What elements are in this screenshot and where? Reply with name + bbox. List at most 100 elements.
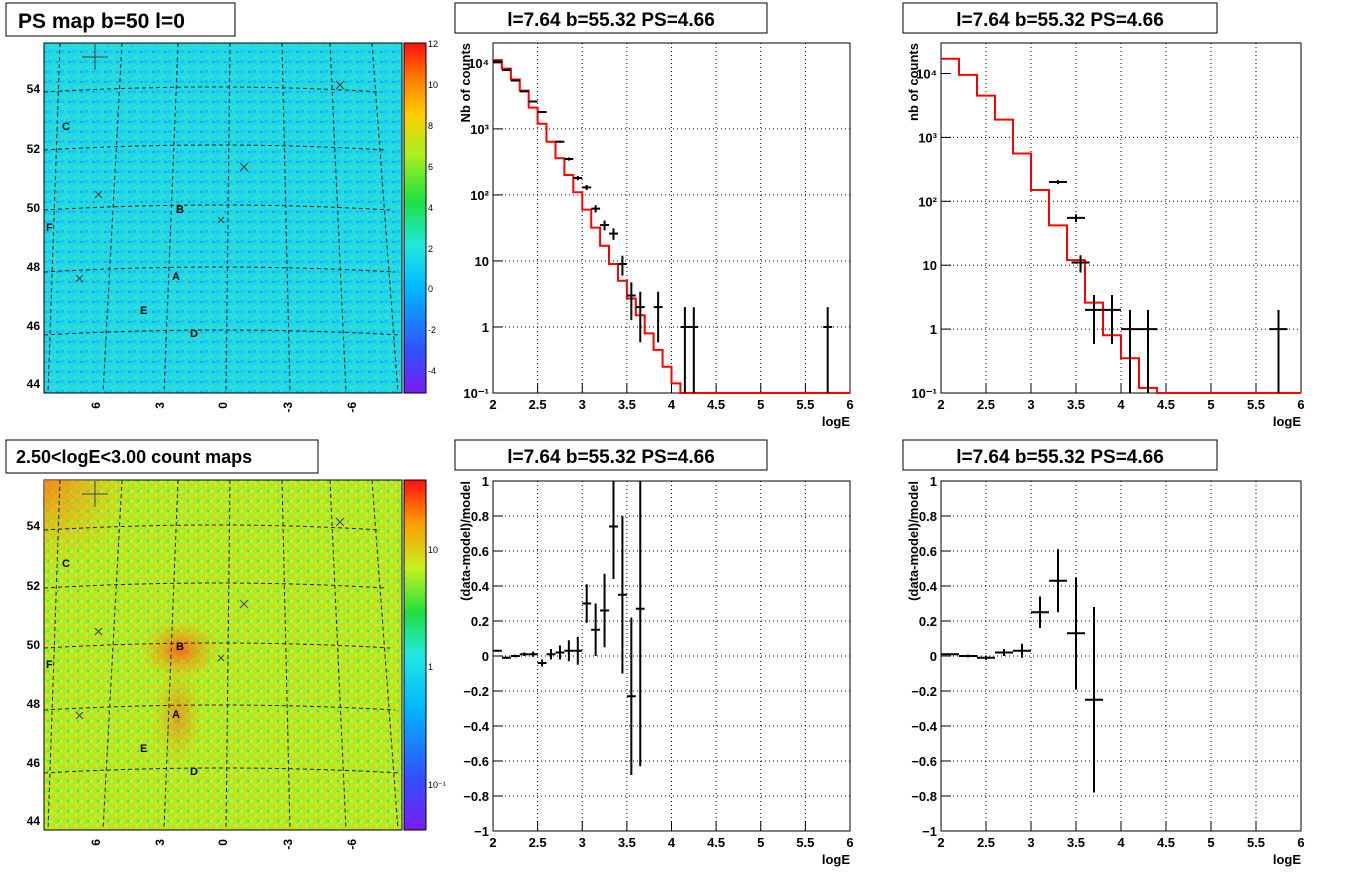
y-tick-label: −0.6 bbox=[463, 754, 489, 769]
spectrum-right-chart: 2 2.5 3 3.5 4 4.5 5 5.5 6 logE 10⁻¹ 1 10 10² 10³ 10⁴nb … bbox=[906, 42, 1305, 429]
y-tick-label: 0.4 bbox=[919, 579, 938, 594]
source-label-b: B bbox=[176, 204, 184, 216]
x-tick-label: 5.5 bbox=[1247, 397, 1265, 412]
svg-text:1: 1 bbox=[428, 662, 433, 672]
x-tick-label: 2.5 bbox=[977, 835, 995, 850]
source-label-d: D bbox=[190, 328, 198, 340]
y-tick-label: 0.8 bbox=[919, 509, 937, 524]
count-source-label-c: C bbox=[62, 558, 70, 570]
x-tick-label: 4 bbox=[668, 397, 676, 412]
y-tick-label: 10² bbox=[918, 194, 937, 209]
ps-colorbar-ticks: 12 10 8 6 4 2 0 -2 -4 bbox=[428, 39, 438, 376]
x-tick-label: 4 bbox=[668, 835, 676, 850]
count-colorbar-ticks: 10 1 10⁻¹ bbox=[428, 545, 446, 790]
y-tick-label: 0.4 bbox=[471, 579, 490, 594]
x-tick-label: 4.5 bbox=[707, 835, 725, 850]
x-tick-label: 6 bbox=[1297, 835, 1304, 850]
y-tick-label: 0 bbox=[482, 649, 489, 664]
svg-text:4: 4 bbox=[428, 203, 433, 213]
count-map-title-box bbox=[5, 439, 319, 474]
svg-text:44: 44 bbox=[27, 814, 41, 828]
y-tick-label: 10⁴ bbox=[916, 66, 937, 81]
y-tick-label: −0.8 bbox=[463, 789, 489, 804]
y-tick-label: 1 bbox=[930, 322, 937, 337]
y-tick-label: 10⁻¹ bbox=[463, 386, 489, 401]
svg-text:-6: -6 bbox=[345, 839, 359, 850]
ps-map-markers bbox=[75, 44, 345, 283]
x-tick-label: 2 bbox=[937, 397, 944, 412]
y-axis-label: nb of counts bbox=[906, 43, 921, 121]
svg-text:6: 6 bbox=[89, 839, 103, 846]
count-map-markers bbox=[75, 481, 345, 720]
x-tick-label: 4.5 bbox=[707, 397, 725, 412]
count-source-label-e: E bbox=[140, 743, 147, 755]
source-label-a: A bbox=[172, 271, 180, 283]
residual-left-title-box bbox=[454, 439, 768, 471]
x-tick-label: 5.5 bbox=[796, 397, 814, 412]
svg-text:46: 46 bbox=[27, 319, 41, 333]
y-tick-label: 0.8 bbox=[471, 509, 489, 524]
x-tick-label: 3 bbox=[1027, 397, 1034, 412]
y-tick-label: −0.8 bbox=[911, 789, 937, 804]
count-map-grid bbox=[43, 479, 401, 831]
count-source-label-b: B bbox=[176, 641, 184, 653]
svg-text:50: 50 bbox=[27, 638, 41, 652]
svg-text:-2: -2 bbox=[428, 325, 436, 335]
x-axis-label: logE bbox=[822, 414, 850, 429]
y-tick-label: −0.2 bbox=[911, 684, 937, 699]
x-tick-label: 3.5 bbox=[1067, 397, 1085, 412]
svg-text:54: 54 bbox=[27, 519, 41, 533]
count-source-label-a: A bbox=[172, 709, 180, 721]
svg-text:8: 8 bbox=[428, 121, 433, 131]
y-tick-label: 10³ bbox=[470, 122, 489, 137]
x-axis-label: logE bbox=[822, 852, 850, 867]
x-axis-label: logE bbox=[1273, 852, 1301, 867]
x-tick-label: 3.5 bbox=[1067, 835, 1085, 850]
residual-right-chart: 2 2.5 3 3.5 4 4.5 5 5.5 6 logE −1 −0.8 −0.6 −0.4 −0.2 0… bbox=[906, 474, 1305, 867]
ps-map-panel: C B F A E D 54 52 50 48 46 44 6 3 0 -3 -… bbox=[5, 2, 438, 413]
svg-text:3: 3 bbox=[153, 402, 167, 409]
svg-text:3: 3 bbox=[153, 839, 167, 846]
plot-frame bbox=[492, 480, 851, 832]
x-tick-label: 5 bbox=[1207, 397, 1214, 412]
svg-text:-3: -3 bbox=[281, 839, 295, 850]
svg-text:0: 0 bbox=[216, 402, 230, 409]
y-tick-label: −0.6 bbox=[911, 754, 937, 769]
x-tick-label: 3 bbox=[1027, 835, 1034, 850]
svg-text:6: 6 bbox=[89, 402, 103, 409]
y-tick-label: 10⁻¹ bbox=[911, 386, 937, 401]
x-tick-label: 5.5 bbox=[1247, 835, 1265, 850]
spectrum-left-title-box bbox=[454, 2, 768, 34]
spectrum-right-title: l=7.64 b=55.32 PS=4.66 bbox=[956, 10, 1164, 31]
svg-text:0: 0 bbox=[216, 839, 230, 846]
y-tick-label: −0.4 bbox=[463, 719, 489, 734]
y-axis-label: Nb of counts bbox=[458, 43, 473, 122]
x-tick-label: 2.5 bbox=[529, 397, 547, 412]
source-label-c: C bbox=[62, 121, 70, 133]
x-tick-label: 2.5 bbox=[529, 835, 547, 850]
x-tick-label: 3 bbox=[579, 835, 586, 850]
svg-text:2: 2 bbox=[428, 244, 433, 254]
svg-text:6: 6 bbox=[428, 162, 433, 172]
count-source-label-d: D bbox=[190, 766, 198, 778]
x-tick-label: 4 bbox=[1117, 397, 1125, 412]
residual-left-chart: 2 2.5 3 3.5 4 4.5 5 5.5 6 logE −1 −0.8 −0.6 −0.4 −0.2 0… bbox=[458, 474, 854, 867]
y-tick-label: −1 bbox=[922, 824, 937, 839]
x-tick-label: 6 bbox=[846, 835, 853, 850]
svg-text:44: 44 bbox=[27, 377, 41, 391]
y-tick-label: 10² bbox=[470, 188, 489, 203]
y-tick-label: 0.2 bbox=[471, 614, 489, 629]
svg-text:10: 10 bbox=[428, 545, 438, 555]
x-tick-label: 4.5 bbox=[1157, 397, 1175, 412]
count-source-label-f: F bbox=[46, 659, 53, 671]
svg-text:50: 50 bbox=[27, 201, 41, 215]
count-map-y-ticks: 54 52 50 48 46 44 bbox=[27, 519, 41, 828]
count-map-hotspot-a bbox=[153, 665, 203, 765]
x-tick-label: 6 bbox=[1297, 397, 1304, 412]
model-histogram bbox=[941, 57, 1301, 394]
x-axis-label: logE bbox=[1273, 414, 1301, 429]
svg-text:48: 48 bbox=[27, 260, 41, 274]
y-tick-label: 10 bbox=[475, 254, 489, 269]
spectrum-left-chart: 2 2.5 3 3.5 4 4.5 5 5.5 6 logE 10⁻¹ 1 10 10² 10³ 10⁴Nb … bbox=[458, 42, 854, 429]
